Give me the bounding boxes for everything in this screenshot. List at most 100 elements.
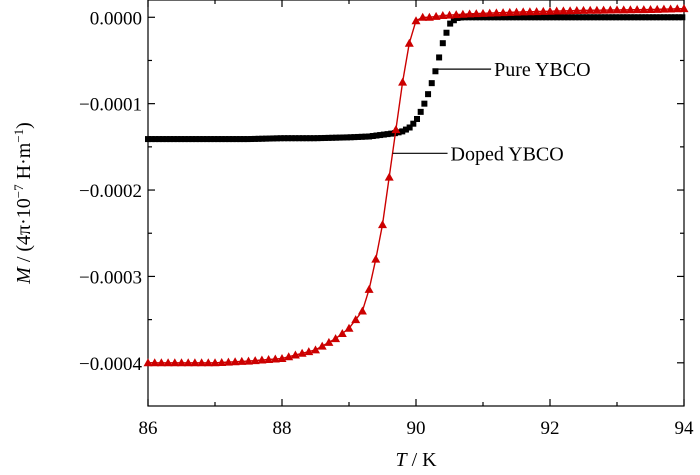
data-point	[587, 14, 594, 21]
data-point	[398, 77, 408, 86]
data-point	[550, 14, 557, 21]
annotation-layer: Pure YBCO Doped YBCO	[392, 59, 591, 165]
data-point	[248, 136, 255, 143]
data-point	[200, 136, 207, 143]
data-point	[288, 135, 295, 142]
data-point	[369, 133, 376, 140]
data-point	[598, 14, 605, 21]
data-point	[638, 14, 645, 21]
y-tick-label: −0.0003	[79, 267, 142, 288]
data-point	[255, 135, 262, 142]
data-point	[264, 355, 274, 364]
data-point	[594, 14, 601, 21]
data-point	[329, 134, 336, 141]
data-point	[156, 358, 166, 367]
data-point	[568, 14, 575, 21]
data-point	[156, 136, 163, 143]
data-point	[471, 9, 481, 18]
data-point	[281, 135, 288, 142]
data-point	[414, 115, 421, 122]
data-point	[203, 136, 210, 143]
data-point	[145, 136, 151, 143]
data-point	[310, 135, 317, 142]
data-point	[646, 14, 653, 21]
data-point	[421, 100, 428, 107]
data-point	[240, 136, 247, 143]
data-point	[612, 5, 622, 14]
x-tick-label: 90	[407, 418, 426, 439]
data-point	[344, 323, 354, 332]
data-point	[428, 80, 435, 87]
y-axis-unit-pre: / (4π·10	[13, 198, 35, 267]
data-point	[181, 136, 188, 143]
data-point	[331, 334, 341, 343]
data-point	[317, 341, 327, 350]
data-point	[150, 358, 160, 367]
data-point	[632, 5, 642, 14]
data-point	[590, 14, 597, 21]
data-point	[351, 315, 361, 324]
data-point	[384, 172, 394, 181]
data-point	[418, 12, 428, 21]
pure-ybco-label: Pure YBCO	[494, 59, 590, 81]
data-point	[399, 128, 406, 135]
data-point	[672, 4, 682, 13]
data-point	[554, 14, 561, 21]
data-point	[583, 14, 590, 21]
data-point	[277, 353, 287, 362]
data-point	[675, 14, 682, 21]
data-point	[616, 14, 623, 21]
x-tick-label: 86	[139, 418, 158, 439]
data-point	[518, 7, 528, 16]
data-point	[627, 14, 634, 21]
x-axis-variable: T	[395, 449, 408, 471]
data-point	[378, 220, 387, 229]
plot-frame	[147, 0, 685, 407]
data-point	[509, 14, 516, 21]
data-point	[351, 134, 358, 141]
data-point	[324, 337, 334, 346]
data-point	[266, 135, 273, 142]
data-point	[411, 16, 421, 25]
data-point	[679, 14, 686, 21]
data-point	[332, 134, 339, 141]
data-point	[512, 7, 521, 16]
data-point	[391, 125, 401, 134]
data-point	[297, 348, 307, 357]
data-point	[215, 136, 222, 143]
data-point	[498, 14, 505, 21]
data-point	[270, 135, 277, 142]
data-point	[513, 14, 520, 21]
data-point	[639, 5, 649, 14]
y-tick-label: −0.0001	[79, 95, 142, 116]
series-line	[148, 7, 685, 364]
data-point	[619, 5, 629, 14]
data-point	[318, 135, 325, 142]
data-point	[517, 14, 524, 21]
data-point	[480, 14, 487, 21]
data-point	[657, 14, 664, 21]
data-point	[646, 5, 655, 14]
data-point	[237, 136, 244, 143]
data-point	[679, 4, 689, 13]
data-point	[321, 134, 328, 141]
data-point	[425, 91, 432, 98]
data-point	[506, 14, 513, 21]
data-point	[292, 135, 299, 142]
data-point	[432, 68, 439, 75]
data-point	[631, 14, 638, 21]
data-point	[546, 14, 553, 21]
data-point	[185, 136, 192, 143]
data-point	[377, 132, 384, 139]
data-point	[487, 14, 494, 21]
data-point	[358, 133, 365, 140]
data-point	[270, 354, 280, 363]
data-point	[535, 14, 542, 21]
data-point	[364, 284, 374, 293]
data-point	[542, 14, 549, 21]
data-point	[552, 6, 562, 15]
data-point	[223, 357, 233, 366]
plot-area	[147, 0, 685, 407]
data-point	[649, 14, 656, 21]
